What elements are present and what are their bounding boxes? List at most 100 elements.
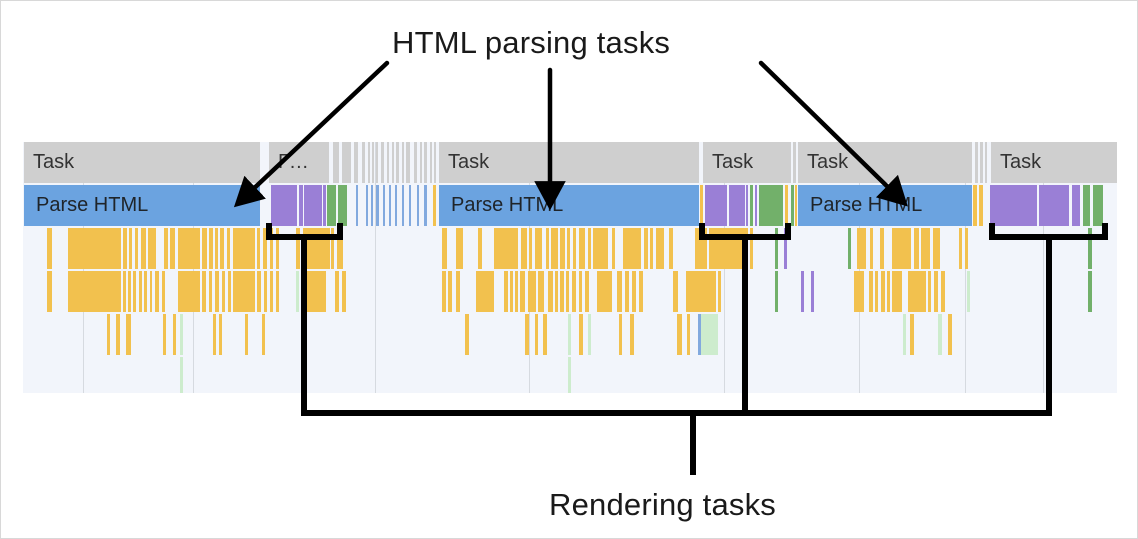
parse-html-block[interactable]: Parse HTML <box>439 185 699 226</box>
task-block-sliver[interactable] <box>434 142 436 183</box>
flame-bar[interactable] <box>566 271 569 312</box>
task-block[interactable]: Г… <box>269 142 329 183</box>
flame-row-1[interactable] <box>23 228 1117 269</box>
flame-bar[interactable] <box>1088 271 1092 312</box>
flame-bar[interactable] <box>612 228 615 269</box>
task-block-sliver[interactable] <box>396 142 399 183</box>
flame-bar[interactable] <box>588 314 591 355</box>
timeline-event-block[interactable] <box>417 185 419 226</box>
flame-bar[interactable] <box>262 314 265 355</box>
timeline-event-block[interactable] <box>791 185 794 226</box>
timeline-event-block[interactable] <box>746 185 748 226</box>
flame-bar[interactable] <box>546 228 549 269</box>
flame-bar[interactable] <box>301 271 326 312</box>
timeline-event-block[interactable] <box>1083 185 1090 226</box>
flame-bar[interactable] <box>342 271 346 312</box>
flame-bar[interactable] <box>456 271 460 312</box>
flame-bar[interactable] <box>644 228 648 269</box>
flame-bar[interactable] <box>965 228 968 269</box>
flame-bar[interactable] <box>921 228 930 269</box>
flame-bar[interactable] <box>213 314 216 355</box>
flame-bar[interactable] <box>47 228 52 269</box>
timeline-event-block[interactable] <box>990 185 1037 226</box>
flame-bar[interactable] <box>270 271 273 312</box>
flame-bar[interactable] <box>560 271 564 312</box>
timeline-event-block[interactable] <box>395 185 397 226</box>
timeline-event-block[interactable] <box>1039 185 1069 226</box>
task-block-sliver[interactable] <box>402 142 404 183</box>
flame-row-2[interactable] <box>23 271 1117 312</box>
flame-bar[interactable] <box>938 314 942 355</box>
flame-bar[interactable] <box>162 271 165 312</box>
flame-bar[interactable] <box>941 271 945 312</box>
flame-bar[interactable] <box>568 314 571 355</box>
flame-bar[interactable] <box>908 271 926 312</box>
flame-bar[interactable] <box>116 314 120 355</box>
timeline-event-block[interactable] <box>299 185 303 226</box>
flame-bar[interactable] <box>639 271 643 312</box>
flame-bar[interactable] <box>686 271 716 312</box>
flame-bar[interactable] <box>560 228 565 269</box>
task-block-sliver[interactable] <box>975 142 978 183</box>
parse-html-lane[interactable]: Parse HTML Parse HTML Parse HTML <box>23 185 1117 226</box>
parse-html-block[interactable]: Parse HTML <box>798 185 972 226</box>
flame-bar[interactable] <box>709 228 748 269</box>
flame-bar[interactable] <box>245 314 248 355</box>
flame-bar[interactable] <box>579 271 582 312</box>
timeline-event-block[interactable] <box>759 185 783 226</box>
flame-bar[interactable] <box>178 228 200 269</box>
flame-bar[interactable] <box>209 271 212 312</box>
flame-bar[interactable] <box>677 314 682 355</box>
flame-bar[interactable] <box>331 228 334 269</box>
task-block-sliver[interactable] <box>368 142 370 183</box>
flame-bar[interactable] <box>669 228 673 269</box>
flame-bar[interactable] <box>967 271 970 312</box>
task-block-sliver[interactable] <box>392 142 394 183</box>
timeline-event-block[interactable] <box>1072 185 1080 226</box>
timeline-event-block[interactable] <box>338 185 347 226</box>
flame-bar[interactable] <box>695 228 707 269</box>
task-block-sliver[interactable] <box>420 142 422 183</box>
flame-bar[interactable] <box>573 228 576 269</box>
flame-bar[interactable] <box>784 228 787 269</box>
flame-bar[interactable] <box>180 357 183 393</box>
flame-bar[interactable] <box>588 228 591 269</box>
flame-bar[interactable] <box>551 228 558 269</box>
flame-bar[interactable] <box>914 228 919 269</box>
flame-bar[interactable] <box>263 228 267 269</box>
flame-bar[interactable] <box>619 314 622 355</box>
flame-bar[interactable] <box>129 228 132 269</box>
flame-bar[interactable] <box>442 228 447 269</box>
flame-bar[interactable] <box>801 271 804 312</box>
timeline-event-block[interactable] <box>785 185 788 226</box>
timeline-event-block[interactable] <box>327 185 336 226</box>
flame-bar[interactable] <box>257 271 261 312</box>
timeline-event-block[interactable] <box>383 185 385 226</box>
flame-bar[interactable] <box>520 271 525 312</box>
flame-bar[interactable] <box>456 228 463 269</box>
flame-bar[interactable] <box>701 314 718 355</box>
task-block-sliver[interactable] <box>414 142 417 183</box>
task-lane[interactable]: Task Г… Task Task Task Task <box>23 142 1117 183</box>
flame-bar[interactable] <box>107 314 110 355</box>
flame-bar[interactable] <box>276 271 279 312</box>
task-block[interactable]: Task <box>798 142 972 183</box>
flame-bar[interactable] <box>68 271 121 312</box>
timeline-event-block[interactable] <box>750 185 753 226</box>
flame-bar[interactable] <box>222 271 225 312</box>
flame-bar[interactable] <box>228 271 231 312</box>
flame-bar[interactable] <box>148 228 156 269</box>
flame-bar[interactable] <box>504 271 508 312</box>
task-block[interactable]: Task <box>24 142 260 183</box>
flame-bar[interactable] <box>750 228 753 269</box>
flame-bar[interactable] <box>548 271 553 312</box>
flame-bar[interactable] <box>568 357 571 393</box>
flame-bar[interactable] <box>880 228 884 269</box>
flame-bar[interactable] <box>337 228 343 269</box>
flame-bar[interactable] <box>948 314 952 355</box>
flame-bar[interactable] <box>875 271 878 312</box>
flame-bar[interactable] <box>928 271 931 312</box>
task-block-sliver[interactable] <box>985 142 987 183</box>
flame-bar[interactable] <box>276 228 279 269</box>
performance-timeline-panel[interactable]: Task Г… Task Task Task Task Parse HTML Parse H… <box>23 142 1117 393</box>
